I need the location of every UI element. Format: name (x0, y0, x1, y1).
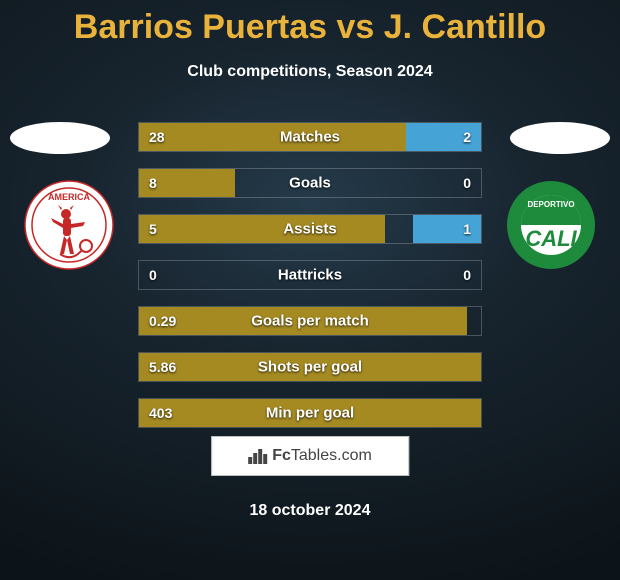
club-logo-right: DEPORTIVO CALI (506, 180, 596, 270)
snapshot-date: 18 october 2024 (0, 502, 620, 520)
stat-bar-value-right: 1 (463, 221, 471, 237)
stat-bar-value-right: 0 (463, 175, 471, 191)
stat-bar-gap (235, 169, 481, 197)
stat-bar-gap (385, 215, 412, 243)
player-left-head (10, 122, 110, 154)
club-left-label-text: AMERICA (48, 192, 90, 202)
stat-bar-label: Matches (280, 129, 340, 146)
stat-bar-value-left: 8 (149, 175, 157, 191)
club-right-label-text-main: CALI (525, 226, 577, 251)
player-right-head (510, 122, 610, 154)
stat-bar-label: Min per goal (266, 405, 354, 422)
stat-bar-row: Shots per goal 5.86 (138, 352, 482, 382)
stat-bar-label: Goals per match (251, 313, 369, 330)
stat-bar-label: Assists (283, 221, 336, 238)
stat-bar-row: Min per goal 403 (138, 398, 482, 428)
club-logo-left: AMERICA (24, 180, 114, 270)
branding-prefix: Fc (272, 447, 291, 464)
stat-bar-row: Goals per match 0.29 (138, 306, 482, 336)
branding-suffix: Tables.com (291, 447, 372, 464)
stat-bar-left-fill (139, 215, 385, 243)
fctables-icon (248, 448, 266, 464)
stat-bar-left-fill (139, 123, 406, 151)
stat-bar-gap (467, 307, 481, 335)
stat-bar-label: Hattricks (278, 267, 342, 284)
stat-bar-value-left: 5 (149, 221, 157, 237)
stat-bar-value-right: 2 (463, 129, 471, 145)
stat-bar-value-left: 0 (149, 267, 157, 283)
stat-bar-value-right: 0 (463, 267, 471, 283)
season-subtitle: Club competitions, Season 2024 (0, 63, 620, 81)
stat-bar-label: Shots per goal (258, 359, 362, 376)
page-title: Barrios Puertas vs J. Cantillo (0, 8, 620, 47)
stat-bar-value-left: 5.86 (149, 359, 176, 375)
club-right-label-text-top: DEPORTIVO (527, 200, 574, 209)
stat-bar-label: Goals (289, 175, 331, 192)
stat-bar-row: Goals 8 0 (138, 168, 482, 198)
stat-bar-row: Hattricks 0 0 (138, 260, 482, 290)
fctables-branding: FcTables.com (211, 436, 409, 476)
stat-bar-value-left: 28 (149, 129, 165, 145)
stat-bar-value-left: 403 (149, 405, 172, 421)
stat-bars: Matches282Goals80Assists51Hattricks00Goa… (138, 122, 482, 444)
stat-bar-row: Matches 28 2 (138, 122, 482, 152)
stat-bar-row: Assists 5 1 (138, 214, 482, 244)
stat-bar-value-left: 0.29 (149, 313, 176, 329)
